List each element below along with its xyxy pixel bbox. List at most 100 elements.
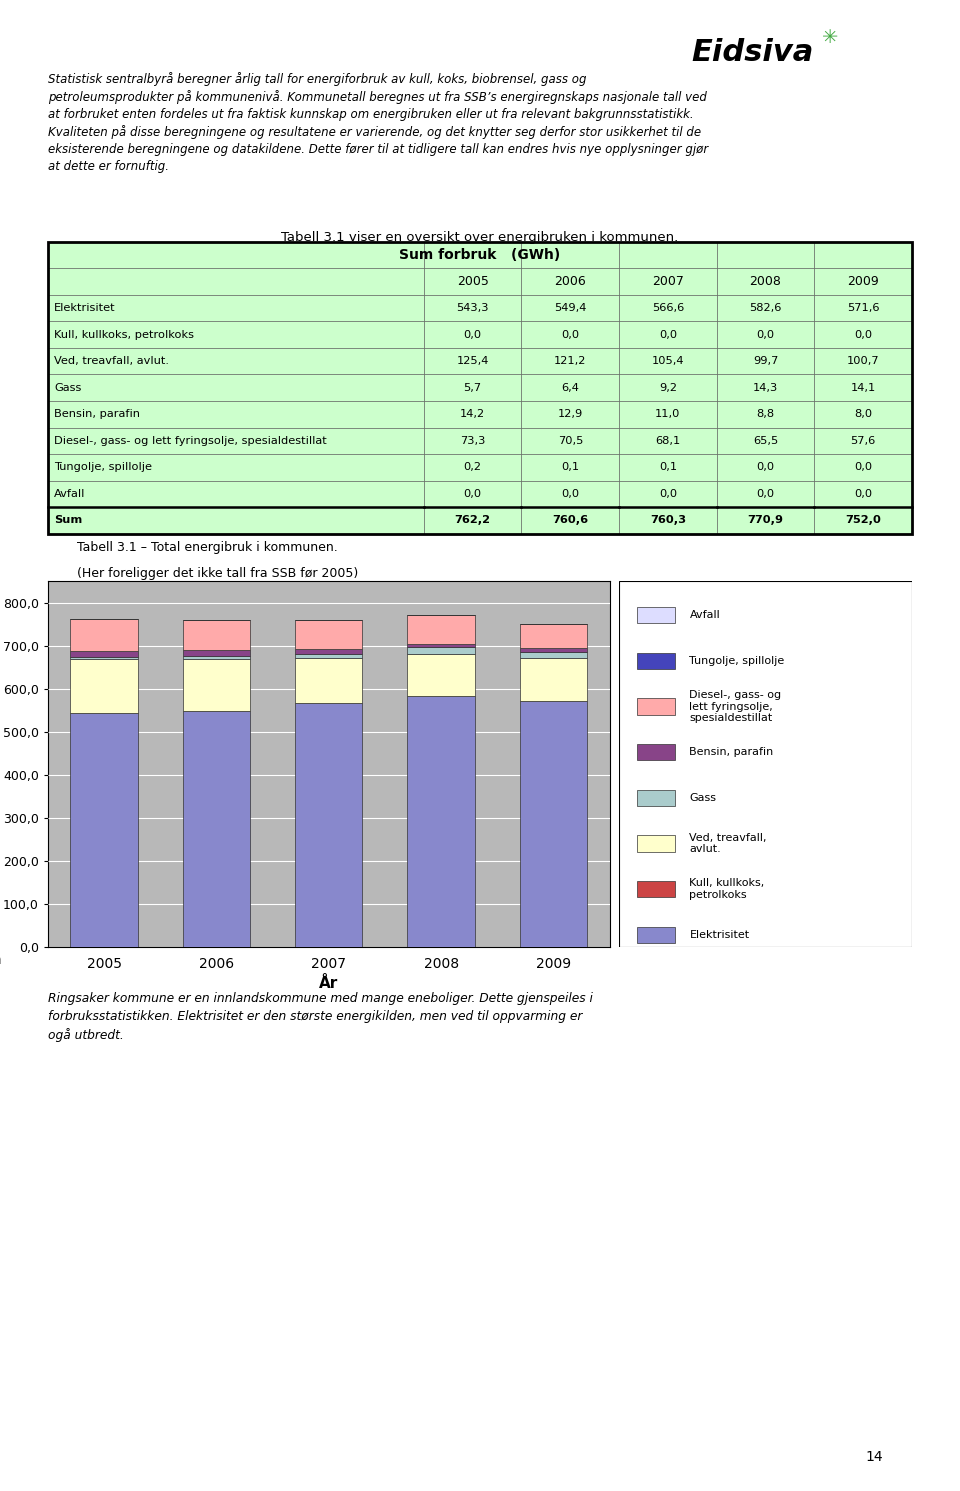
Bar — [407, 647, 475, 653]
Bar — [717, 242, 814, 268]
Text: 760,3: 760,3 — [650, 516, 686, 525]
Text: 68,1: 68,1 — [656, 435, 681, 446]
Bar — [717, 428, 814, 455]
Text: 73,3: 73,3 — [460, 435, 486, 446]
Bar — [407, 653, 475, 696]
Bar — [423, 428, 521, 455]
Text: Kull, kullkoks,
petrolkoks: Kull, kullkoks, petrolkoks — [689, 878, 765, 901]
Bar — [423, 480, 521, 507]
Text: 100,7: 100,7 — [847, 356, 879, 367]
Bar — [521, 507, 619, 534]
Bar — [619, 321, 717, 347]
Bar — [407, 644, 475, 647]
Bar — [814, 374, 912, 401]
Bar — [619, 401, 717, 428]
Text: Tungolje, spillolje: Tungolje, spillolje — [54, 462, 152, 473]
Text: Tabell 3.1 viser en oversikt over energibruken i kommunen.: Tabell 3.1 viser en oversikt over energi… — [281, 231, 679, 245]
Text: Avfall: Avfall — [54, 489, 85, 499]
Bar — [717, 480, 814, 507]
Text: (Her foreligger det ikke tall fra SSB før 2005): (Her foreligger det ikke tall fra SSB fø… — [77, 567, 358, 580]
Bar — [814, 268, 912, 295]
Bar — [619, 295, 717, 321]
Text: 0,2: 0,2 — [464, 462, 482, 473]
Text: Ringsaker kommune er en innlandskommune med mange eneboliger. Dette gjenspeiles : Ringsaker kommune er en innlandskommune … — [48, 992, 593, 1042]
Text: 6,4: 6,4 — [562, 383, 579, 392]
Bar — [407, 616, 475, 644]
Bar — [521, 347, 619, 374]
Text: 5,7: 5,7 — [464, 383, 482, 392]
Bar — [814, 347, 912, 374]
Text: 105,4: 105,4 — [652, 356, 684, 367]
Bar — [636, 698, 675, 714]
Text: Diesel-, gass- og
lett fyringsolje,
spesialdestillat: Diesel-, gass- og lett fyringsolje, spes… — [689, 690, 781, 723]
Text: Bensin, parafin: Bensin, parafin — [689, 747, 774, 757]
Text: 125,4: 125,4 — [456, 356, 489, 367]
Text: 14,3: 14,3 — [753, 383, 779, 392]
Text: 0,0: 0,0 — [756, 330, 775, 340]
Text: Gass: Gass — [689, 793, 716, 804]
Text: 582,6: 582,6 — [750, 303, 781, 313]
Bar — [182, 650, 251, 656]
Bar — [182, 711, 251, 947]
Bar — [619, 347, 717, 374]
Bar — [521, 321, 619, 347]
Text: 2007: 2007 — [652, 274, 684, 288]
Bar — [70, 659, 138, 713]
Bar — [717, 455, 814, 480]
Text: 9,2: 9,2 — [659, 383, 677, 392]
Bar — [619, 242, 717, 268]
Text: Eidsiva: Eidsiva — [691, 37, 813, 67]
Text: 0,1: 0,1 — [562, 462, 579, 473]
Bar — [521, 428, 619, 455]
Text: 566,6: 566,6 — [652, 303, 684, 313]
Text: Elektrisitet: Elektrisitet — [54, 303, 115, 313]
Text: 0,0: 0,0 — [562, 489, 579, 499]
Text: 2005: 2005 — [457, 274, 489, 288]
Bar — [636, 881, 675, 898]
Bar — [70, 619, 138, 652]
Text: Ved, treavfall, avlut.: Ved, treavfall, avlut. — [54, 356, 169, 367]
Text: 0,0: 0,0 — [659, 489, 677, 499]
X-axis label: År: År — [319, 977, 339, 992]
Bar — [407, 696, 475, 947]
Bar — [423, 321, 521, 347]
Text: 65,5: 65,5 — [753, 435, 779, 446]
Text: 11,0: 11,0 — [656, 409, 681, 419]
Bar — [717, 268, 814, 295]
Text: 14: 14 — [866, 1451, 883, 1464]
Text: 0,0: 0,0 — [464, 330, 482, 340]
Text: 12,9: 12,9 — [558, 409, 583, 419]
Text: 0,1: 0,1 — [659, 462, 677, 473]
Bar — [48, 401, 423, 428]
Text: Gass: Gass — [54, 383, 82, 392]
Bar — [423, 401, 521, 428]
Text: Sum forbruk   (GWh): Sum forbruk (GWh) — [399, 248, 561, 262]
Bar — [423, 507, 521, 534]
Bar — [48, 268, 423, 295]
Bar — [814, 242, 912, 268]
Text: 14,2: 14,2 — [460, 409, 485, 419]
Bar — [48, 321, 423, 347]
Bar — [717, 401, 814, 428]
Bar — [619, 374, 717, 401]
Bar — [182, 659, 251, 711]
Bar — [70, 713, 138, 947]
Text: 57,6: 57,6 — [851, 435, 876, 446]
Bar — [423, 242, 521, 268]
Bar — [814, 507, 912, 534]
Bar — [814, 480, 912, 507]
Text: ✳: ✳ — [822, 28, 839, 46]
Text: 549,4: 549,4 — [554, 303, 587, 313]
Bar — [519, 652, 588, 658]
Bar — [521, 295, 619, 321]
Bar — [521, 242, 619, 268]
Bar — [636, 927, 675, 944]
Y-axis label: GWh: GWh — [0, 953, 2, 966]
Text: 543,3: 543,3 — [456, 303, 489, 313]
Text: 762,2: 762,2 — [455, 516, 491, 525]
Bar — [521, 401, 619, 428]
Text: Diesel-, gass- og lett fyringsolje, spesialdestillat: Diesel-, gass- og lett fyringsolje, spes… — [54, 435, 326, 446]
Bar — [423, 295, 521, 321]
Bar — [636, 744, 675, 760]
Bar — [423, 268, 521, 295]
